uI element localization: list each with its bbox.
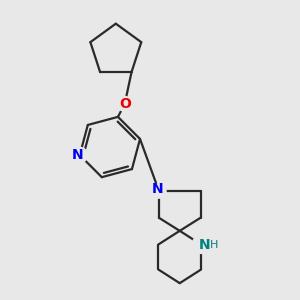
Text: N: N: [71, 148, 83, 162]
Circle shape: [152, 184, 166, 198]
Text: O: O: [119, 97, 131, 111]
Circle shape: [72, 147, 88, 163]
Text: H: H: [209, 239, 218, 250]
Circle shape: [192, 236, 210, 253]
Text: N: N: [152, 182, 163, 196]
Text: N: N: [199, 238, 211, 251]
Circle shape: [117, 97, 132, 111]
